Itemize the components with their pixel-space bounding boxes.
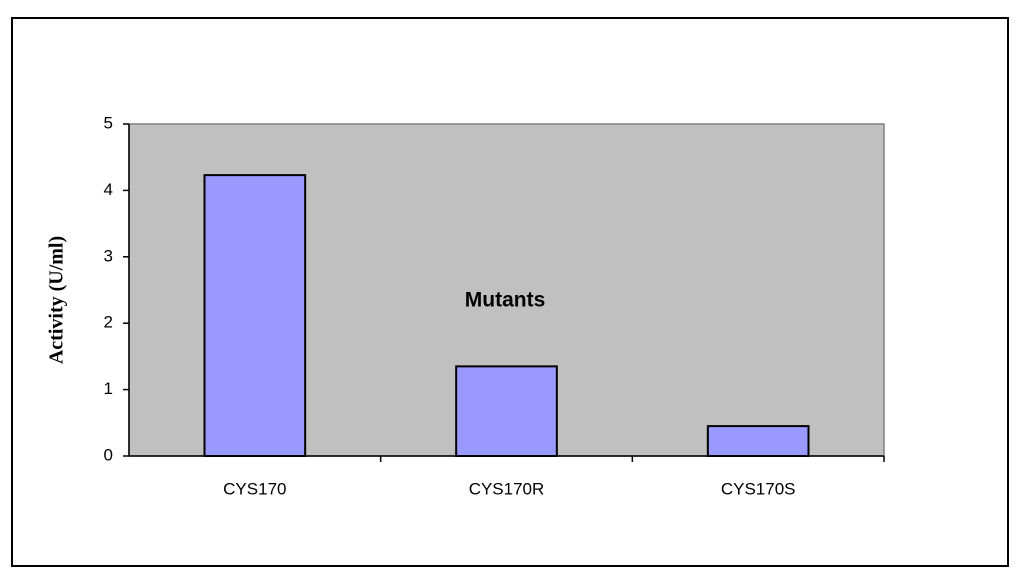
y-tick-label: 5 bbox=[104, 113, 113, 132]
y-tick-label: 4 bbox=[104, 180, 113, 199]
y-tick-label: 2 bbox=[104, 313, 113, 332]
annotation: Mutants bbox=[465, 289, 546, 312]
bar bbox=[203, 174, 307, 458]
y-axis-label: Activity (U/ml) bbox=[46, 236, 68, 364]
y-tick-label: 0 bbox=[104, 445, 113, 464]
y-tick-label: 1 bbox=[104, 379, 113, 398]
x-tick-label: CYS170 bbox=[223, 479, 286, 498]
bar bbox=[455, 365, 558, 457]
bar bbox=[706, 425, 810, 457]
x-tick-label: CYS170R bbox=[469, 479, 545, 498]
x-tick-label: CYS170S bbox=[721, 479, 796, 498]
y-tick-label: 3 bbox=[104, 246, 113, 265]
